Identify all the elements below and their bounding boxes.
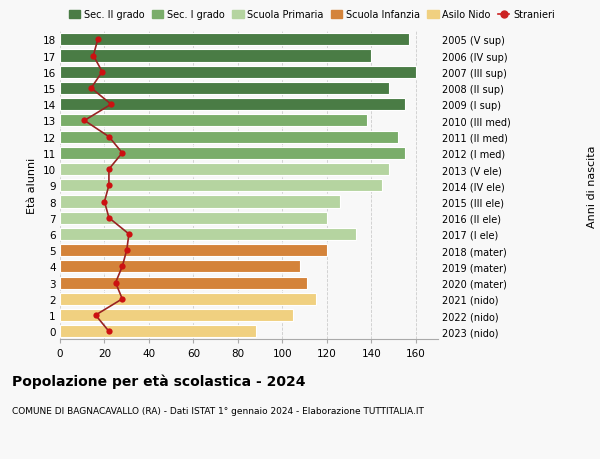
Text: Popolazione per età scolastica - 2024: Popolazione per età scolastica - 2024 [12,374,305,389]
Bar [60,196,340,208]
Bar [60,245,327,257]
Bar [60,67,416,78]
Text: Anni di nascita: Anni di nascita [587,145,597,227]
Bar [60,131,398,143]
Legend: Sec. II grado, Sec. I grado, Scuola Primaria, Scuola Infanzia, Asilo Nido, Stran: Sec. II grado, Sec. I grado, Scuola Prim… [65,6,559,24]
Bar [60,99,404,111]
Bar [60,293,316,305]
Bar [60,261,300,273]
Bar [60,325,256,338]
Bar [60,147,404,160]
Text: COMUNE DI BAGNACAVALLO (RA) - Dati ISTAT 1° gennaio 2024 - Elaborazione TUTTITAL: COMUNE DI BAGNACAVALLO (RA) - Dati ISTAT… [12,406,424,415]
Bar [60,164,389,176]
Y-axis label: Età alunni: Età alunni [27,158,37,214]
Bar [60,115,367,127]
Bar [60,212,327,224]
Bar [60,229,356,241]
Bar [60,50,371,62]
Bar [60,34,409,46]
Bar [60,83,389,95]
Bar [60,277,307,289]
Bar [60,309,293,321]
Bar [60,180,382,192]
